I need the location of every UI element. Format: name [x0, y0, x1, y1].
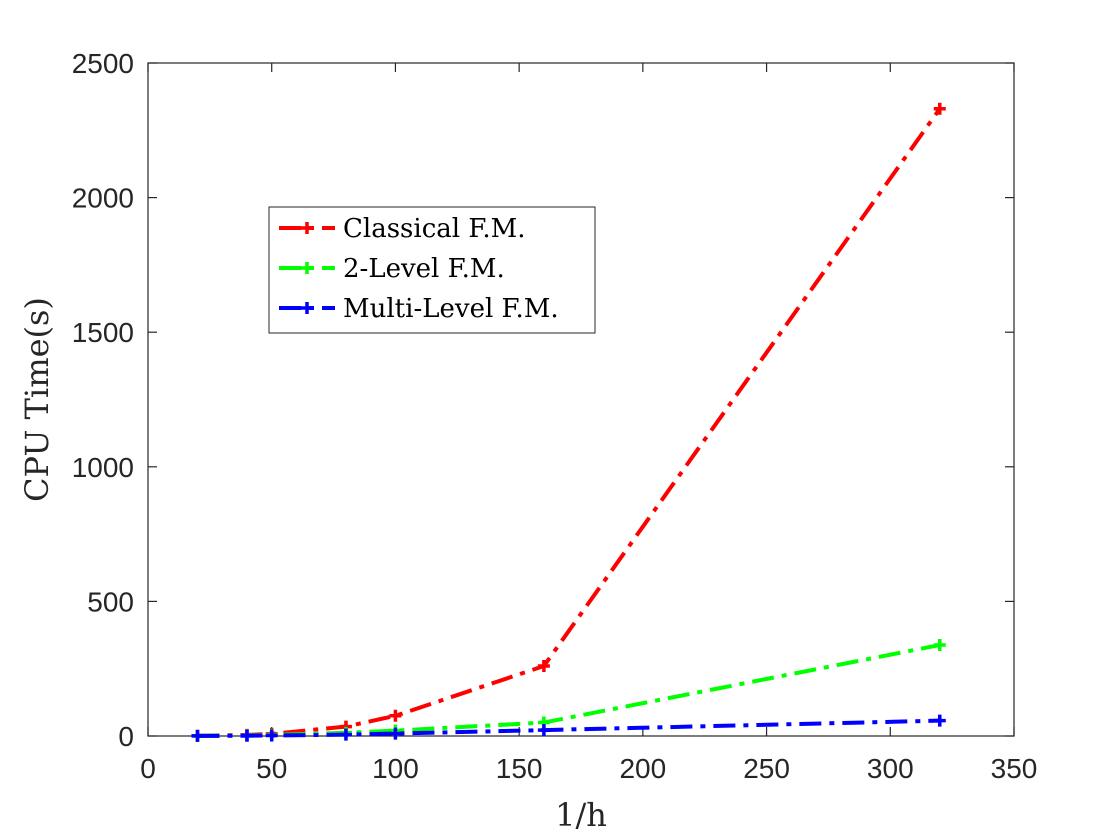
legend-label: Multi-Level F.M.	[343, 294, 559, 324]
data-point	[389, 727, 402, 740]
y-tick-label: 500	[87, 586, 134, 617]
legend-label: 2-Level F.M.	[343, 254, 505, 284]
x-tick-label: 50	[256, 753, 287, 784]
data-point	[389, 709, 402, 722]
legend-label: Classical F.M.	[343, 214, 526, 244]
x-tick-label: 100	[372, 753, 419, 784]
y-tick-label: 2500	[72, 48, 134, 79]
legend-entry: Classical F.M.	[279, 214, 526, 244]
legend-swatch-marker	[301, 262, 313, 274]
y-tick-label: 1500	[72, 317, 134, 348]
x-tick-label: 200	[619, 753, 666, 784]
x-tick-label: 300	[867, 753, 914, 784]
data-point	[933, 102, 946, 115]
legend-swatch-marker	[301, 302, 313, 314]
y-tick-label: 0	[118, 721, 134, 752]
data-point	[537, 660, 550, 673]
legend: Classical F.M. 2-Level F.M. Multi-Level F.…	[268, 206, 596, 334]
y-tick-label: 2000	[72, 183, 134, 214]
x-tick-label: 350	[991, 753, 1038, 784]
data-point	[191, 729, 204, 742]
data-point	[933, 714, 946, 727]
data-point	[339, 728, 352, 741]
data-point	[265, 729, 278, 742]
x-axis-ticks: 0 50 100 150 200 250 300 350	[140, 63, 1037, 784]
x-tick-label: 0	[140, 753, 156, 784]
data-point	[933, 639, 946, 652]
y-axis-ticks: 0 500 1000 1500 2000 2500	[72, 48, 1014, 752]
series-3	[191, 714, 946, 742]
x-tick-label: 150	[496, 753, 543, 784]
data-point	[240, 729, 253, 742]
data-point	[537, 724, 550, 737]
plot-area	[147, 62, 1015, 737]
y-tick-label: 1000	[72, 452, 134, 483]
series-layer	[191, 102, 946, 742]
x-tick-label: 250	[743, 753, 790, 784]
legend-entry: 2-Level F.M.	[279, 254, 505, 284]
legend-entry: Multi-Level F.M.	[279, 294, 559, 324]
legend-swatch-marker	[301, 222, 313, 234]
x-axis-title: 1/h	[555, 796, 607, 834]
y-axis-title: CPU Time(s)	[18, 297, 56, 502]
axes-box	[147, 62, 1015, 737]
